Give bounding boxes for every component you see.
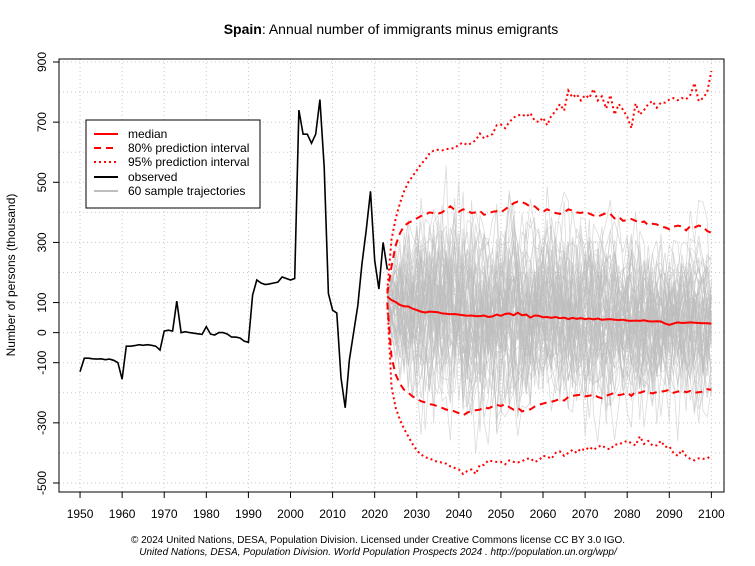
footer-source: United Nations, DESA, Population Divisio… [139, 547, 618, 558]
observed-line [79, 99, 389, 408]
footer-copyright: © 2024 United Nations, DESA, Population … [131, 535, 625, 546]
y-tick-label: 100 [35, 292, 49, 312]
y-tick-label: 500 [35, 172, 49, 192]
legend-label-trajectories: 60 sample trajectories [128, 184, 245, 198]
x-tick-label: 1980 [193, 507, 220, 521]
x-tick-label: 2010 [319, 507, 346, 521]
sample-trajectory-line [386, 194, 712, 395]
x-tick-label: 1950 [67, 507, 94, 521]
x-tick-label: 2090 [656, 507, 683, 521]
x-tick-label: 2070 [572, 507, 599, 521]
median-line [386, 295, 712, 326]
legend: median 80% prediction interval 95% predi… [85, 119, 261, 209]
legend-label-pi95: 95% prediction interval [128, 155, 249, 169]
pi95-lower-line [386, 302, 712, 476]
y-tick-label: 300 [35, 232, 49, 252]
sample-trajectory-line [386, 221, 712, 445]
x-tick-label: 2080 [614, 507, 641, 521]
sample-trajectory-line [386, 230, 712, 402]
x-axis: 1950 1960 1970 1980 1990 2000 2010 2020 2030 2040… [67, 492, 725, 521]
chart-title: Spain: Annual number of immigrants minus… [224, 21, 559, 37]
pi80-upper-line [386, 200, 712, 294]
pi95-upper-line [386, 70, 713, 291]
y-tick-label: 900 [35, 52, 49, 72]
x-tick-label: 2050 [488, 507, 515, 521]
chart-title-text: : Annual number of immigrants minus emig… [262, 21, 558, 37]
sample-trajectory-line [386, 205, 712, 415]
sample-trajectory-line [386, 223, 712, 441]
y-tick-label: -500 [35, 471, 49, 495]
x-tick-label: 2000 [277, 507, 304, 521]
x-tick-label: 2040 [445, 507, 472, 521]
sample-trajectory-line [386, 190, 712, 432]
legend-label-median: median [128, 127, 167, 141]
y-tick-label: -100 [35, 350, 49, 374]
sample-trajectories [386, 165, 712, 454]
sample-trajectory-line [386, 203, 712, 387]
y-axis: -500 -300 -100 0 100 300 500 700 900 [35, 52, 59, 495]
y-tick-label: -300 [35, 410, 49, 434]
plot-box [58, 58, 725, 493]
x-tick-label: 2060 [530, 507, 557, 521]
x-tick-label: 2020 [361, 507, 388, 521]
y-axis-title: Number of persons (thousand) [4, 194, 18, 357]
x-tick-label: 1960 [109, 507, 136, 521]
y-tick-label: 700 [35, 112, 49, 132]
x-tick-label: 2030 [403, 507, 430, 521]
x-tick-label: 1990 [235, 507, 262, 521]
legend-label-observed: observed [128, 170, 177, 184]
sample-trajectory-line [386, 213, 712, 405]
chart-title-country: Spain [224, 21, 262, 37]
y-tick-label: 0 [35, 329, 49, 336]
legend-label-pi80: 80% prediction interval [128, 141, 249, 155]
x-tick-label: 2100 [698, 507, 725, 521]
x-tick-label: 1970 [151, 507, 178, 521]
